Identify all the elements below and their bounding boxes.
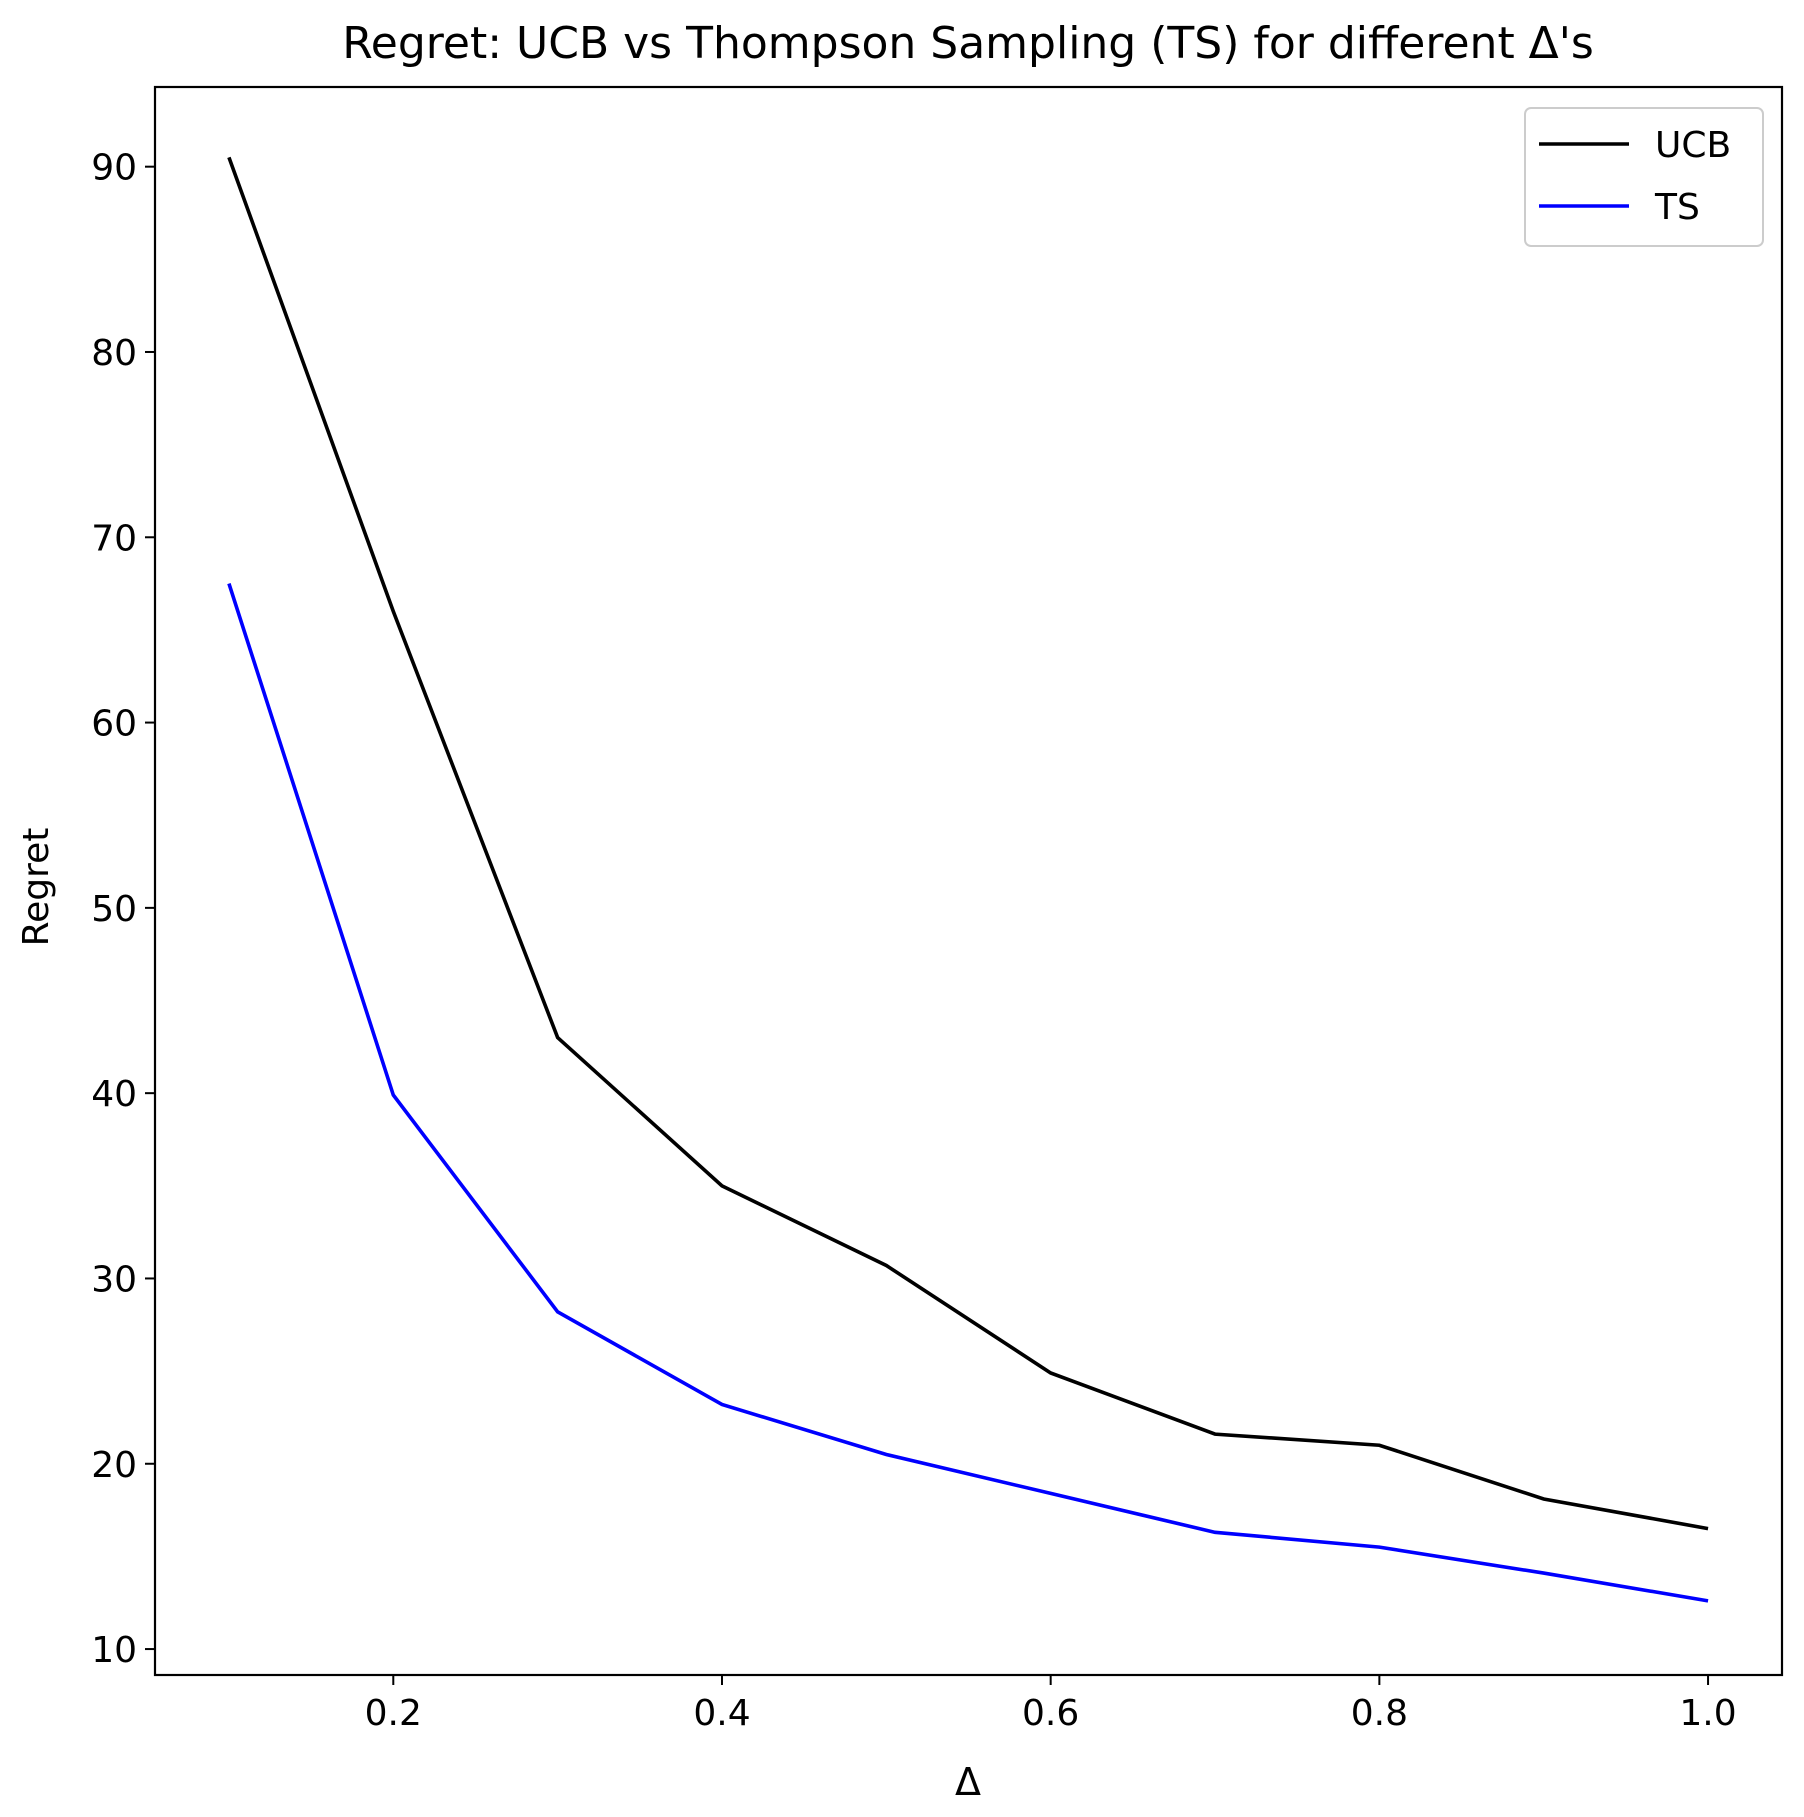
legend: UCB TS	[1524, 107, 1764, 247]
x-tick-label: 0.6	[1022, 1693, 1079, 1734]
plot-frame	[153, 85, 1784, 1677]
y-tick-label: 80	[91, 333, 137, 374]
x-tick-label: 1.0	[1679, 1693, 1736, 1734]
axes-layer: 0.2 0.4 0.6 0.8 1.0 10 20 30 40 50 60 70 80 90	[91, 148, 1736, 1734]
x-tick-label: 0.2	[365, 1693, 422, 1734]
y-tick-label: 50	[91, 889, 137, 930]
x-axis-label: Δ	[955, 1760, 981, 1804]
y-tick-label: 30	[91, 1259, 137, 1300]
y-tick-label: 40	[91, 1074, 137, 1115]
chart-title: Regret: UCB vs Thompson Sampling (TS) fo…	[342, 18, 1594, 69]
y-tick-label: 90	[91, 148, 137, 189]
y-tick-label: 20	[91, 1445, 137, 1486]
y-tick-label: 70	[91, 518, 137, 559]
legend-label-ts: TS	[1654, 187, 1700, 228]
y-tick-label: 60	[91, 704, 137, 745]
x-tick-label: 0.4	[693, 1693, 750, 1734]
plot-area	[153, 85, 1784, 1677]
y-tick-label: 10	[91, 1630, 137, 1671]
legend-label-ucb: UCB	[1655, 125, 1731, 166]
y-axis-label: Regret	[16, 828, 57, 947]
series-line-ts	[227, 583, 1709, 1603]
x-tick-label: 0.8	[1351, 1693, 1408, 1734]
series-line-ucb	[227, 156, 1709, 1531]
series-layer	[227, 156, 1709, 1603]
